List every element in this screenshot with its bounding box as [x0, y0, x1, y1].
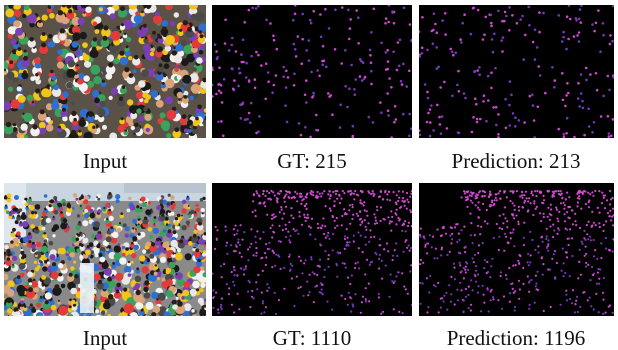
input-image-crowd-2	[4, 183, 206, 316]
prediction-dot-map-1	[419, 5, 614, 138]
input-image-crowd-1	[4, 5, 206, 138]
gt-density-map-1	[212, 5, 412, 138]
gt-dot-map-1	[212, 5, 412, 138]
crowd-photo-2	[4, 183, 206, 316]
gt-dot-map-2	[212, 183, 412, 316]
caption-prediction-2: Prediction: 1196	[416, 326, 616, 350]
gt-density-map-2	[212, 183, 412, 316]
prediction-density-map-2	[419, 183, 614, 316]
caption-prediction-1: Prediction: 213	[416, 149, 616, 173]
prediction-density-map-1	[419, 5, 614, 138]
crowd-photo-1	[4, 5, 206, 138]
caption-input-2: Input	[5, 326, 205, 350]
caption-gt-1: GT: 215	[212, 149, 412, 173]
caption-gt-2: GT: 1110	[212, 326, 412, 350]
caption-input-1: Input	[5, 149, 205, 173]
prediction-dot-map-2	[419, 183, 614, 316]
